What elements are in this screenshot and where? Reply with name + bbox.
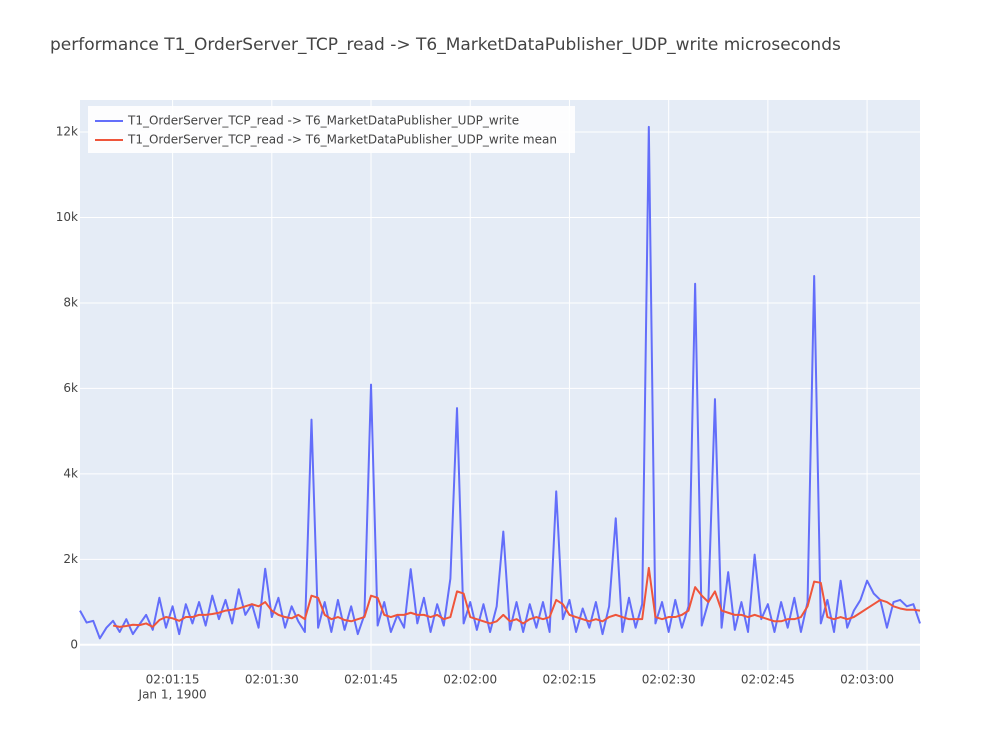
y-tick-label: 0	[70, 637, 78, 651]
legend-label: T1_OrderServer_TCP_read -> T6_MarketData…	[127, 114, 519, 128]
series-line	[112, 566, 921, 628]
series-line	[79, 125, 921, 640]
x-tick-label: 02:02:15	[542, 673, 596, 687]
y-tick-label: 6k	[63, 381, 78, 395]
x-tick-label: 02:02:30	[642, 673, 696, 687]
lines	[79, 125, 921, 640]
x-tick-label: 02:01:45	[344, 673, 398, 687]
y-tick-label: 8k	[63, 295, 78, 309]
legend-box	[88, 106, 575, 153]
x-tick-label: 02:01:30	[245, 673, 299, 687]
chart-title: performance T1_OrderServer_TCP_read -> T…	[50, 35, 841, 55]
y-tick-label: 12k	[56, 125, 78, 139]
x-date-label: Jan 1, 1900	[138, 688, 207, 702]
x-tick-label: 02:03:00	[840, 673, 894, 687]
x-tick-label: 02:02:45	[741, 673, 795, 687]
legend-label: T1_OrderServer_TCP_read -> T6_MarketData…	[127, 133, 557, 147]
plot-area	[80, 100, 920, 670]
x-tick-label: 02:02:00	[443, 673, 497, 687]
x-tick-label: 02:01:15	[146, 673, 200, 687]
y-tick-label: 10k	[56, 210, 78, 224]
legend: T1_OrderServer_TCP_read -> T6_MarketData…	[88, 106, 575, 153]
y-tick-label: 2k	[63, 552, 78, 566]
y-tick-label: 4k	[63, 466, 78, 480]
